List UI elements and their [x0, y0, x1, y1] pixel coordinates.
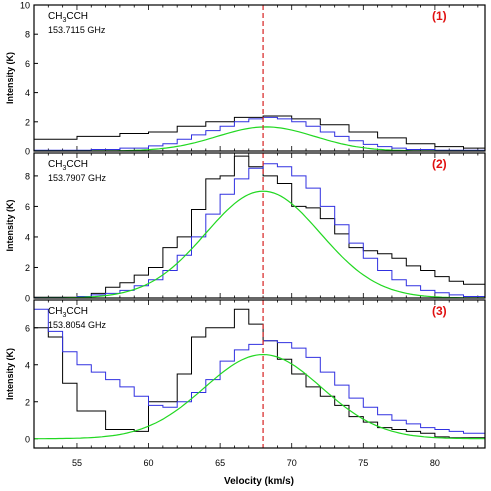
frequency-label: 153.8054 GHz [48, 320, 107, 330]
x-tick-label: 80 [430, 458, 440, 468]
species-label: CH3CCH [48, 11, 88, 24]
frequency-label: 153.7115 GHz [48, 25, 106, 35]
x-axis-label: Velocity (km/s) [224, 476, 294, 487]
panel-frame [33, 152, 486, 299]
species-label: CH3CCH [48, 306, 88, 319]
series-blue-line [34, 116, 485, 151]
panel-frame [33, 299, 486, 449]
series-green-fit-line [34, 353, 485, 440]
x-tick-label: 65 [215, 458, 225, 468]
y-tick-label: 8 [25, 171, 30, 181]
series-green-fit-line [34, 126, 485, 151]
y-tick-label: 6 [25, 323, 30, 333]
y-tick-label: 6 [25, 202, 30, 212]
x-tick-label: 60 [144, 458, 154, 468]
y-tick-label: 4 [25, 88, 30, 98]
plot-area [34, 155, 485, 298]
plot-area [34, 115, 485, 151]
y-tick-label: 4 [25, 360, 30, 370]
species-label: CH3CCH [48, 159, 88, 172]
panel-index-label: (1) [432, 9, 447, 23]
x-tick-label: 75 [358, 458, 368, 468]
x-axis: 55 60 65 70 75 80 [72, 458, 440, 468]
y-axis-label: Intensity (K) [5, 199, 15, 251]
series-black-line [34, 155, 485, 298]
y-tick-label: 0 [25, 294, 30, 304]
y-tick-label: 0 [25, 434, 30, 444]
panel-frame [33, 4, 486, 152]
y-tick-label: 8 [25, 30, 30, 40]
x-tick-label: 55 [72, 458, 82, 468]
y-axis-label: Intensity (K) [5, 52, 15, 104]
series-green-fit-line [34, 190, 485, 298]
series-black-line [34, 115, 485, 149]
frequency-label: 153.7907 GHz [48, 173, 107, 183]
y-tick-label: 2 [25, 117, 30, 127]
series-blue-line [34, 163, 485, 298]
y-tick-label: 0 [25, 147, 30, 157]
y-tick-label: 10 [20, 1, 30, 11]
series-blue-line [34, 308, 485, 434]
y-tick-label: 4 [25, 232, 30, 242]
panel-index-label: (2) [432, 157, 447, 171]
y-tick-label: 6 [25, 59, 30, 69]
panel-index-label: (3) [432, 304, 447, 318]
y-tick-label: 2 [25, 397, 30, 407]
y-tick-label: 2 [25, 263, 30, 273]
y-axis-label: Intensity (K) [5, 348, 15, 400]
x-tick-label: 70 [287, 458, 297, 468]
